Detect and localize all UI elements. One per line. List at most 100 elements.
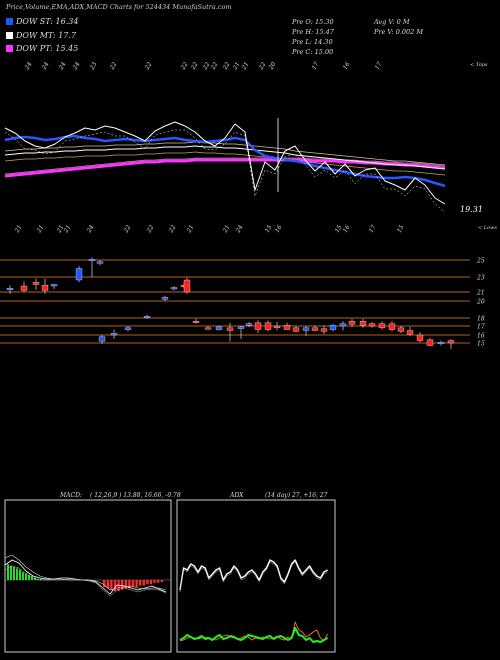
tops-label: < Tops xyxy=(470,62,488,68)
legend-swatch-white-icon xyxy=(6,32,13,39)
candle-down xyxy=(226,327,234,331)
legend-label: DOW MT: 17.7 xyxy=(16,31,77,40)
top-label: 24 xyxy=(57,61,67,72)
chart-header-title: Price,Volume,EMA,ADX,MACD Charts for 524… xyxy=(6,3,232,11)
candle-up xyxy=(96,261,104,264)
top-label: 22 xyxy=(179,61,189,72)
macd-hist-bar-red xyxy=(103,580,106,587)
low-label: 22 xyxy=(167,224,177,235)
macd-hist-bar-red xyxy=(146,580,149,585)
lows-label: < Lows xyxy=(478,225,497,231)
top-label: 22 xyxy=(201,61,211,72)
legend-swatch-blue-icon xyxy=(6,18,13,25)
candle-up xyxy=(437,342,445,345)
macd-hist-bar-red xyxy=(121,580,124,590)
legend-dow-pt: DOW PT: 15.45 xyxy=(6,44,78,53)
adx-white-line xyxy=(179,559,328,591)
candle-up xyxy=(170,287,178,290)
candle-down xyxy=(292,327,300,332)
adx-white-shadow-line xyxy=(179,561,328,593)
candle-down xyxy=(447,340,455,344)
last-price-label: 19.31 xyxy=(460,205,483,214)
top-label: 22 xyxy=(221,61,231,72)
top-label: 17 xyxy=(311,61,321,71)
macd-title: MACD: xyxy=(59,492,82,499)
low-label: 21 xyxy=(55,224,65,235)
candle-down xyxy=(388,323,396,330)
ohlc-high: Pre H: 15.47 xyxy=(292,28,334,36)
ohlc-pre-volume: Pre V: 0.002 M xyxy=(374,28,424,36)
candle-up xyxy=(6,288,14,290)
candle-down xyxy=(416,334,424,341)
low-label: 22 xyxy=(145,224,155,235)
candle-up xyxy=(75,268,83,281)
candle-down xyxy=(311,327,319,331)
macd-hist-bar-red xyxy=(149,580,153,585)
ohlc-low: Pre L: 14.30 xyxy=(292,38,333,46)
top-label: 22 xyxy=(189,61,199,72)
ema-mid-upper-line xyxy=(4,141,446,166)
macd-hist-bar-red xyxy=(142,580,145,586)
ohlc-open: Pre O: 15.30 xyxy=(292,18,334,26)
ohlc-avg-volume: Avg V: 0 M xyxy=(374,18,410,26)
candle-up xyxy=(339,323,347,327)
macd-hist-bar-red xyxy=(106,580,109,589)
candle-up xyxy=(143,316,151,318)
ema-fast-line xyxy=(4,134,446,188)
macd-hist-bar-green xyxy=(7,564,9,580)
low-label: 21 xyxy=(62,224,72,235)
macd-hist-bar-green xyxy=(16,568,18,580)
top-label: 23 xyxy=(88,61,98,72)
candle-up xyxy=(110,333,118,336)
top-label: 20 xyxy=(267,61,277,72)
low-label: 15 xyxy=(264,224,274,234)
macd-hist-bar-green xyxy=(22,572,24,580)
macd-hist-bar-red xyxy=(153,580,156,583)
legend-label: DOW ST: 16.34 xyxy=(16,17,79,26)
y-tick-label: 21 xyxy=(476,290,485,297)
top-label: 21 xyxy=(231,61,241,72)
y-tick-label: 17 xyxy=(477,324,485,331)
macd-hist-bar-red xyxy=(113,580,117,592)
macd-hist-bar-red xyxy=(135,580,138,587)
candle-down xyxy=(397,327,405,332)
macd-hist-bar-red xyxy=(124,580,127,589)
candle-up xyxy=(124,327,132,330)
candle-down xyxy=(368,323,376,327)
macd-hist-bar-red xyxy=(160,580,163,583)
low-label: 21 xyxy=(35,224,45,235)
candle-down xyxy=(41,285,49,291)
low-label: 15 xyxy=(334,224,344,234)
candle-up xyxy=(161,297,169,300)
macd-params: ( 12,26,9 ) 13.88, 16.66, -0.78 xyxy=(90,492,181,499)
y-tick-label: 16 xyxy=(477,333,485,340)
candle-down xyxy=(426,339,434,346)
adx-params: (14 day) 27, +16, 27 xyxy=(265,492,328,499)
macd-hist-bar-red xyxy=(131,580,135,587)
candle-up xyxy=(245,323,253,326)
candle-up xyxy=(215,326,223,330)
legend-dow-mt: DOW MT: 17.7 xyxy=(6,31,76,40)
low-label: 21 xyxy=(221,224,231,235)
top-label: 22 xyxy=(108,61,118,72)
candle-up xyxy=(237,326,245,329)
low-label: 24 xyxy=(85,224,95,235)
candle-up xyxy=(98,336,106,342)
adx-green-line xyxy=(179,627,329,643)
candle-down xyxy=(378,323,386,328)
legend-label: DOW PT: 15.45 xyxy=(16,44,79,53)
candle-up xyxy=(329,325,337,330)
low-label: 21 xyxy=(185,224,195,235)
candle-down xyxy=(183,279,191,293)
y-tick-label: 20 xyxy=(476,299,485,306)
candle-down xyxy=(32,282,40,285)
ema-long-highlight xyxy=(4,157,446,175)
candle-down xyxy=(273,325,281,328)
candle-down xyxy=(320,328,328,332)
y-tick-label: 23 xyxy=(476,275,485,282)
candle-up xyxy=(50,284,58,287)
candle-down xyxy=(359,321,367,326)
ema-mid-line xyxy=(4,145,446,170)
low-label: 16 xyxy=(274,224,284,234)
